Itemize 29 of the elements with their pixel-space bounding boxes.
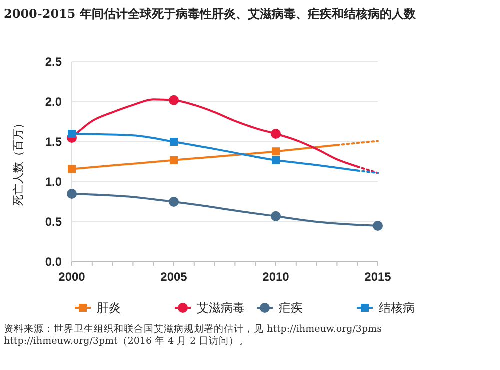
point: [67, 189, 77, 199]
x-tick-label: 2010: [262, 270, 290, 284]
x-tick-label: 2015: [364, 270, 392, 284]
y-tick-label: 0.5: [45, 215, 62, 230]
point: [373, 221, 383, 231]
point: [68, 165, 76, 174]
point: [271, 211, 281, 222]
point: [170, 156, 178, 164]
y-tick-label: 2.5: [45, 55, 62, 70]
chart-title: 2000-2015 年间估计全球死于病毒性肝炎、艾滋病毒、疟疾和结核病的人数: [4, 7, 417, 21]
point: [68, 130, 76, 138]
text: 资料来源：世界卫生组织和联合国艾滋病规划署的估计，见 http://ihmeuw.org/3pms http://ihmeuw.org/3pmt（2016 年 4 月 2 日访问）。: [4, 324, 383, 348]
y-tick-label: 0.0: [45, 255, 62, 270]
legend-label: 艾滋病毒: [197, 301, 245, 316]
point: [170, 138, 178, 146]
x-tick-label: 2005: [160, 270, 188, 284]
point: [272, 156, 280, 164]
legend-label: 结核病: [379, 301, 415, 316]
point: [169, 95, 179, 106]
y-tick-label: 1.0: [45, 175, 62, 190]
point: [271, 129, 281, 139]
x-tick-label: 2000: [58, 270, 86, 284]
legend-label: 肝炎: [97, 301, 121, 316]
y-tick-label: 2.0: [45, 95, 62, 110]
y-axis-title: 死亡人数（百万）: [12, 118, 25, 206]
point: [169, 197, 179, 207]
legend-label: 疟疾: [279, 301, 303, 316]
point: [272, 148, 280, 156]
y-tick-label: 1.5: [45, 135, 62, 150]
